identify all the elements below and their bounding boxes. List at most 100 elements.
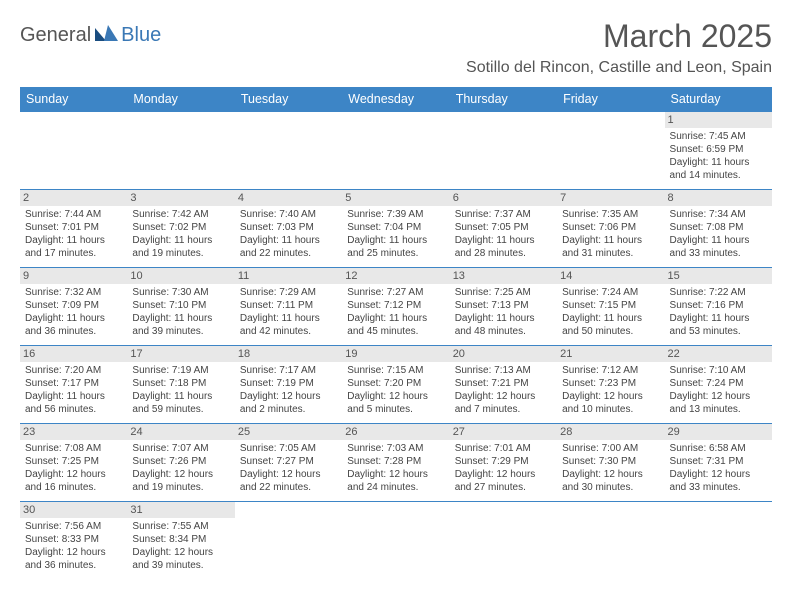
sunset-line: Sunset: 7:27 PM [240, 455, 337, 468]
day-number: 24 [127, 424, 234, 440]
sunrise-line: Sunrise: 7:10 AM [670, 364, 767, 377]
day-number: 28 [557, 424, 664, 440]
weekday-header: Saturday [665, 87, 772, 112]
sunset-line: Sunset: 7:28 PM [347, 455, 444, 468]
calendar-cell: 31 Sunrise: 7:55 AMSunset: 8:34 PMDayligh… [127, 502, 234, 580]
daylight-line: Daylight: 11 hours and 33 minutes. [670, 234, 767, 260]
day-number: 6 [450, 190, 557, 206]
calendar-cell: 30Sunrise: 7:56 AMSunset: 8:33 PMDayligh… [20, 502, 127, 580]
daylight-line: Daylight: 12 hours and 39 minutes. [132, 546, 229, 572]
daylight-line: Daylight: 12 hours and 36 minutes. [25, 546, 122, 572]
sunrise-line: Sunrise: 6:58 AM [670, 442, 767, 455]
sunset-line: Sunset: 7:25 PM [25, 455, 122, 468]
sunset-line: Sunset: 7:11 PM [240, 299, 337, 312]
daylight-line: Daylight: 11 hours and 45 minutes. [347, 312, 444, 338]
day-number: 21 [557, 346, 664, 362]
sunrise-line: Sunrise: 7:13 AM [455, 364, 552, 377]
sunset-line: Sunset: 8:34 PM [132, 533, 229, 546]
daylight-line: Daylight: 11 hours and 53 minutes. [670, 312, 767, 338]
sunrise-line: Sunrise: 7:29 AM [240, 286, 337, 299]
calendar-cell: 21Sunrise: 7:12 AMSunset: 7:23 PMDayligh… [557, 346, 664, 424]
weekday-header-row: Sunday Monday Tuesday Wednesday Thursday… [20, 87, 772, 112]
sunset-line: Sunset: 7:31 PM [670, 455, 767, 468]
sunrise-line: Sunrise: 7:12 AM [562, 364, 659, 377]
sunrise-line: Sunrise: 7:03 AM [347, 442, 444, 455]
calendar-cell [342, 502, 449, 580]
sunrise-line: Sunrise: 7:24 AM [562, 286, 659, 299]
calendar-cell: 17Sunrise: 7:19 AMSunset: 7:18 PMDayligh… [127, 346, 234, 424]
sunrise-line: Sunrise: 7:45 AM [670, 130, 767, 143]
calendar-cell: 7Sunrise: 7:35 AMSunset: 7:06 PMDaylight… [557, 190, 664, 268]
day-number: 27 [450, 424, 557, 440]
daylight-line: Daylight: 11 hours and 39 minutes. [132, 312, 229, 338]
day-number: 4 [235, 190, 342, 206]
sunrise-line: Sunrise: 7:15 AM [347, 364, 444, 377]
calendar-cell [557, 502, 664, 580]
sunrise-line: Sunrise: 7:07 AM [132, 442, 229, 455]
calendar-cell: 4Sunrise: 7:40 AMSunset: 7:03 PMDaylight… [235, 190, 342, 268]
daylight-line: Daylight: 11 hours and 48 minutes. [455, 312, 552, 338]
calendar-cell: 25Sunrise: 7:05 AMSunset: 7:27 PMDayligh… [235, 424, 342, 502]
sunset-line: Sunset: 7:30 PM [562, 455, 659, 468]
sunset-line: Sunset: 7:13 PM [455, 299, 552, 312]
sunset-line: Sunset: 7:05 PM [455, 221, 552, 234]
calendar-cell: 9Sunrise: 7:32 AMSunset: 7:09 PMDaylight… [20, 268, 127, 346]
weekday-header: Friday [557, 87, 664, 112]
sunset-line: Sunset: 7:20 PM [347, 377, 444, 390]
calendar-cell: 10Sunrise: 7:30 AMSunset: 7:10 PMDayligh… [127, 268, 234, 346]
sunset-line: Sunset: 7:04 PM [347, 221, 444, 234]
sunrise-line: Sunrise: 7:42 AM [132, 208, 229, 221]
daylight-line: Daylight: 12 hours and 19 minutes. [132, 468, 229, 494]
sunset-line: Sunset: 7:19 PM [240, 377, 337, 390]
calendar-cell [557, 112, 664, 190]
sunset-line: Sunset: 7:26 PM [132, 455, 229, 468]
calendar-cell: 13Sunrise: 7:25 AMSunset: 7:13 PMDayligh… [450, 268, 557, 346]
daylight-line: Daylight: 11 hours and 31 minutes. [562, 234, 659, 260]
sunrise-line: Sunrise: 7:39 AM [347, 208, 444, 221]
day-number: 7 [557, 190, 664, 206]
calendar-cell: 2Sunrise: 7:44 AMSunset: 7:01 PMDaylight… [20, 190, 127, 268]
day-number: 22 [665, 346, 772, 362]
calendar-cell: 20Sunrise: 7:13 AMSunset: 7:21 PMDayligh… [450, 346, 557, 424]
day-number: 17 [127, 346, 234, 362]
calendar-row: 30Sunrise: 7:56 AMSunset: 8:33 PMDayligh… [20, 502, 772, 580]
calendar-row: 2Sunrise: 7:44 AMSunset: 7:01 PMDaylight… [20, 190, 772, 268]
daylight-line: Daylight: 12 hours and 5 minutes. [347, 390, 444, 416]
sunrise-line: Sunrise: 7:00 AM [562, 442, 659, 455]
day-number: 31 [127, 502, 234, 518]
calendar-row: 16Sunrise: 7:20 AMSunset: 7:17 PMDayligh… [20, 346, 772, 424]
calendar-cell: 29Sunrise: 6:58 AMSunset: 7:31 PMDayligh… [665, 424, 772, 502]
calendar-cell: 19 Sunrise: 7:15 AMSunset: 7:20 PMDayligh… [342, 346, 449, 424]
day-number: 26 [342, 424, 449, 440]
sunset-line: Sunset: 7:08 PM [670, 221, 767, 234]
sunset-line: Sunset: 7:12 PM [347, 299, 444, 312]
calendar-cell: 27Sunrise: 7:01 AMSunset: 7:29 PMDayligh… [450, 424, 557, 502]
sunrise-line: Sunrise: 7:05 AM [240, 442, 337, 455]
weekday-header: Thursday [450, 87, 557, 112]
day-number: 3 [127, 190, 234, 206]
calendar-table: Sunday Monday Tuesday Wednesday Thursday… [20, 87, 772, 580]
calendar-cell [342, 112, 449, 190]
calendar-cell: 1Sunrise: 7:45 AMSunset: 6:59 PMDaylight… [665, 112, 772, 190]
sunrise-line: Sunrise: 7:35 AM [562, 208, 659, 221]
calendar-cell: 26Sunrise: 7:03 AMSunset: 7:28 PMDayligh… [342, 424, 449, 502]
weekday-header: Monday [127, 87, 234, 112]
sunrise-line: Sunrise: 7:55 AM [132, 520, 229, 533]
calendar-row: 23Sunrise: 7:08 AMSunset: 7:25 PMDayligh… [20, 424, 772, 502]
sunrise-line: Sunrise: 7:08 AM [25, 442, 122, 455]
sunset-line: Sunset: 7:16 PM [670, 299, 767, 312]
calendar-cell: 18Sunrise: 7:17 AMSunset: 7:19 PMDayligh… [235, 346, 342, 424]
daylight-line: Daylight: 12 hours and 13 minutes. [670, 390, 767, 416]
day-number: 5 [342, 190, 449, 206]
calendar-cell [450, 112, 557, 190]
weekday-header: Tuesday [235, 87, 342, 112]
daylight-line: Daylight: 12 hours and 10 minutes. [562, 390, 659, 416]
day-number: 19 [342, 346, 449, 362]
sunset-line: Sunset: 6:59 PM [670, 143, 767, 156]
day-number: 12 [342, 268, 449, 284]
calendar-cell: 23Sunrise: 7:08 AMSunset: 7:25 PMDayligh… [20, 424, 127, 502]
sunrise-line: Sunrise: 7:01 AM [455, 442, 552, 455]
day-number: 25 [235, 424, 342, 440]
calendar-cell: 24 Sunrise: 7:07 AMSunset: 7:26 PMDayligh… [127, 424, 234, 502]
daylight-line: Daylight: 12 hours and 30 minutes. [562, 468, 659, 494]
